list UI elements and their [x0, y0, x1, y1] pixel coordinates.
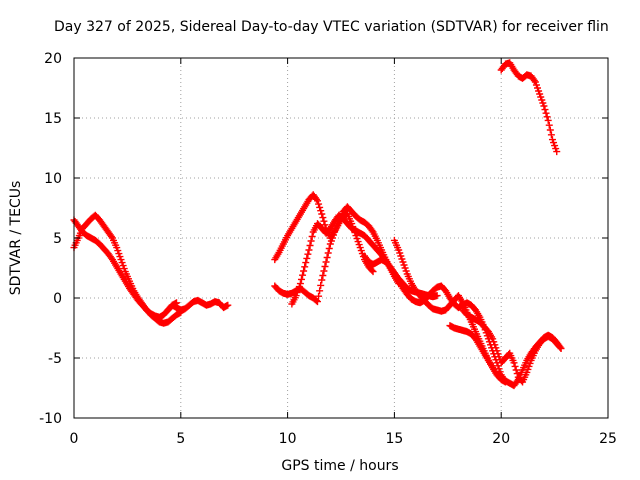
- data-point-marker: [319, 214, 327, 222]
- data-point-marker: [368, 227, 376, 234]
- data-point: [510, 359, 518, 367]
- data-point-marker: [315, 200, 323, 208]
- series-arc-3: [164, 296, 232, 314]
- data-point-marker: [513, 370, 521, 378]
- data-point: [553, 148, 561, 156]
- x-tick-label: 5: [176, 431, 185, 447]
- y-tick-label: 20: [44, 51, 62, 67]
- y-tick-label: 5: [53, 231, 62, 247]
- x-tick-label: 0: [70, 431, 79, 447]
- series-arc-7: [360, 252, 509, 386]
- data-point-marker: [321, 221, 329, 229]
- y-tick-label: 10: [44, 171, 62, 187]
- data-point-marker: [307, 237, 315, 245]
- data-point-marker: [317, 281, 325, 289]
- data-point-marker: [316, 287, 324, 295]
- x-tick-label: 10: [279, 431, 297, 447]
- data-point-marker: [107, 233, 115, 240]
- data-point-marker: [303, 254, 311, 262]
- data-point: [305, 246, 313, 254]
- data-point-marker: [368, 266, 376, 274]
- data-points: [70, 59, 565, 390]
- data-point-marker: [321, 263, 329, 270]
- gridlines: [74, 58, 608, 418]
- data-point-marker: [320, 217, 328, 225]
- y-tick-label: 0: [53, 291, 62, 307]
- data-point: [301, 263, 309, 271]
- data-point-marker: [512, 366, 520, 374]
- axis-ticks: [73, 57, 609, 419]
- data-point: [544, 116, 552, 124]
- data-point: [314, 298, 322, 306]
- data-point-marker: [542, 109, 550, 117]
- y-tick-label: 15: [44, 111, 62, 127]
- data-point-marker: [556, 343, 564, 351]
- data-point-marker: [541, 106, 549, 114]
- data-point-marker: [304, 250, 312, 258]
- data-point: [314, 197, 322, 205]
- data-point-marker: [299, 271, 307, 279]
- data-point-marker: [312, 297, 320, 305]
- data-point-marker: [511, 362, 519, 370]
- data-point: [322, 258, 330, 266]
- data-point: [318, 210, 326, 218]
- data-point-marker: [547, 131, 555, 139]
- series-arc-11: [497, 59, 561, 156]
- data-point-marker: [300, 267, 308, 275]
- x-tick-labels: 0 5 10 15 20 25: [70, 431, 617, 447]
- data-point-marker: [320, 267, 328, 275]
- data-point-marker: [325, 245, 333, 252]
- data-point-marker: [323, 254, 331, 261]
- series-arc-2: [70, 216, 181, 321]
- series-arc-10: [459, 306, 565, 386]
- data-point-marker: [317, 207, 325, 215]
- chart-title: Day 327 of 2025, Sidereal Day-to-day VTE…: [54, 19, 609, 35]
- y-tick-label: -5: [48, 351, 62, 367]
- data-point-marker: [530, 77, 538, 84]
- data-point-marker: [312, 195, 320, 203]
- data-point: [296, 280, 304, 288]
- series-arc-4: [271, 191, 403, 288]
- data-point: [369, 268, 377, 276]
- x-axis-label: GPS time / hours: [281, 458, 398, 474]
- y-tick-labels: -10 -5 0 5 10 15 20: [39, 51, 62, 427]
- y-tick-label: -10: [39, 411, 62, 427]
- data-point-marker: [302, 259, 310, 267]
- data-point-marker: [316, 203, 324, 211]
- data-point-marker: [297, 275, 305, 283]
- data-point-marker: [306, 242, 314, 249]
- data-point: [433, 292, 441, 300]
- data-point-marker: [308, 233, 316, 240]
- data-point-marker: [545, 121, 553, 129]
- data-point: [540, 102, 548, 110]
- y-axis-label: SDTVAR / TECUs: [8, 181, 24, 296]
- data-point-marker: [315, 292, 323, 300]
- x-tick-label: 20: [492, 431, 510, 447]
- data-point-marker: [543, 113, 551, 121]
- x-tick-label: 25: [599, 431, 617, 447]
- data-point: [224, 301, 232, 309]
- x-tick-label: 15: [385, 431, 403, 447]
- data-point-marker: [319, 272, 327, 279]
- data-point-marker: [546, 126, 554, 134]
- data-point: [318, 276, 326, 284]
- data-point: [557, 344, 565, 352]
- data-point-marker: [324, 249, 332, 257]
